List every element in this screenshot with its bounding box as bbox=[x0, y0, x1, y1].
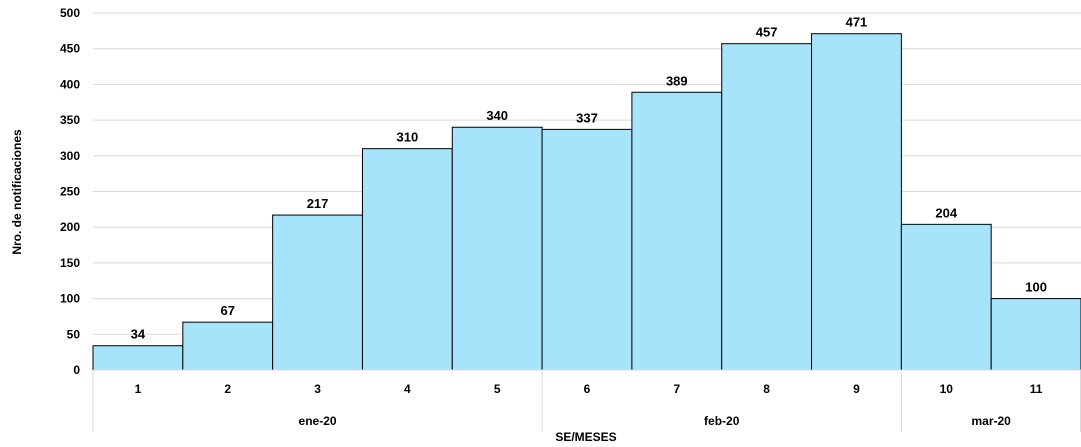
x-tick-label: 10 bbox=[940, 382, 954, 396]
y-tick-label: 50 bbox=[67, 327, 81, 341]
data-label: 67 bbox=[220, 303, 234, 318]
data-label: 389 bbox=[666, 73, 688, 88]
x-tick-label: 3 bbox=[314, 382, 321, 396]
y-tick-label: 400 bbox=[60, 77, 80, 91]
data-label: 337 bbox=[576, 110, 598, 125]
bars bbox=[92, 33, 1081, 371]
x-tick-label: 9 bbox=[853, 382, 860, 396]
bar bbox=[721, 43, 813, 371]
y-tick-label: 450 bbox=[60, 42, 80, 56]
x-tick-label: 1 bbox=[135, 382, 142, 396]
bar bbox=[541, 128, 633, 371]
data-label: 471 bbox=[846, 15, 868, 30]
data-label: 100 bbox=[1025, 280, 1047, 295]
x-tick-label: 2 bbox=[224, 382, 231, 396]
data-label: 217 bbox=[307, 196, 329, 211]
bar bbox=[990, 298, 1081, 371]
month-group-label: feb-20 bbox=[704, 414, 740, 428]
data-labels: 34 67 217 310 340 337 389 457 471 204 100 bbox=[131, 15, 1047, 342]
y-tick-label: 350 bbox=[60, 113, 80, 127]
bar bbox=[631, 91, 723, 371]
month-group-label: mar-20 bbox=[972, 414, 1012, 428]
y-tick-labels: 0 50 100 150 200 250 300 350 400 450 500 bbox=[60, 6, 80, 377]
x-tick-label: 4 bbox=[404, 382, 411, 396]
y-tick-label: 0 bbox=[73, 363, 80, 377]
bar bbox=[92, 345, 184, 371]
data-label: 340 bbox=[486, 108, 508, 123]
data-label: 310 bbox=[397, 130, 419, 145]
month-group-labels: ene-20 feb-20 mar-20 bbox=[299, 414, 1012, 428]
x-tick-label: 11 bbox=[1030, 382, 1043, 396]
bar bbox=[451, 126, 543, 371]
x-tick-label: 5 bbox=[494, 382, 501, 396]
bar bbox=[182, 321, 274, 371]
axes bbox=[92, 369, 1081, 432]
y-tick-label: 300 bbox=[60, 149, 80, 163]
x-axis-title: SE/MESES bbox=[555, 430, 616, 444]
data-label: 204 bbox=[935, 205, 957, 220]
y-tick-label: 500 bbox=[60, 6, 80, 20]
y-tick-label: 100 bbox=[60, 292, 80, 306]
data-label: 457 bbox=[756, 25, 778, 40]
x-tick-label: 8 bbox=[763, 382, 770, 396]
y-tick-label: 250 bbox=[60, 185, 80, 199]
month-group-label: ene-20 bbox=[299, 414, 337, 428]
data-label: 34 bbox=[131, 327, 146, 342]
y-tick-label: 150 bbox=[60, 256, 80, 270]
x-tick-label: 7 bbox=[673, 382, 680, 396]
x-tick-label: 6 bbox=[584, 382, 591, 396]
x-tick-labels: 1 2 3 4 5 6 7 8 9 10 11 bbox=[135, 382, 1043, 396]
y-tick-label: 200 bbox=[60, 220, 80, 234]
bar bbox=[811, 33, 902, 371]
bar bbox=[272, 214, 363, 371]
bar bbox=[361, 148, 453, 371]
y-axis-title: Nro. de notificaciones bbox=[10, 129, 24, 255]
bar bbox=[900, 223, 992, 371]
